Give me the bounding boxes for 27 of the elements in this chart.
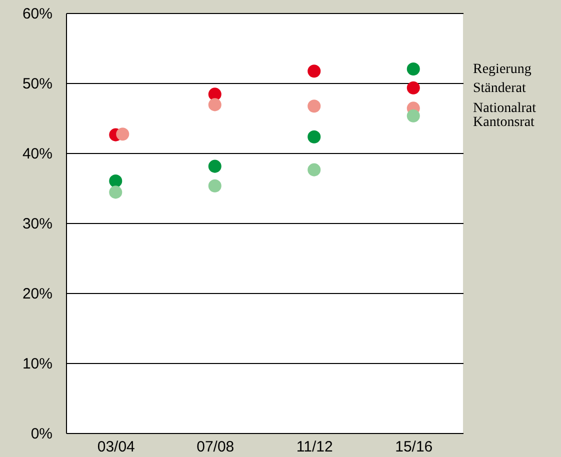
x-tick-label: 07/08	[196, 438, 234, 456]
text: Ständerat	[473, 80, 526, 96]
x-tick-label: 03/04	[97, 438, 135, 456]
point	[406, 109, 420, 122]
y-tick-label: 60%	[22, 6, 52, 22]
point	[208, 160, 222, 173]
y-tick-label: 0%	[30, 426, 52, 442]
point	[109, 186, 122, 199]
x-tick-label: 11/12	[296, 438, 333, 456]
text: Regierung	[473, 62, 532, 77]
y-tick-label: 30%	[22, 216, 52, 232]
point	[308, 100, 321, 113]
x-tick-label: 15/16	[395, 438, 433, 456]
point	[208, 179, 222, 192]
y-tick-label: 50%	[22, 76, 52, 92]
point	[208, 98, 222, 112]
point	[109, 174, 122, 188]
y-tick-label: 40%	[22, 146, 52, 162]
y-tick-label: 20%	[22, 286, 52, 302]
text: Kantonsrat	[473, 115, 535, 130]
point	[406, 62, 420, 76]
text: Nationalrat	[473, 101, 536, 116]
point	[308, 130, 321, 144]
point	[406, 81, 420, 94]
y-tick-label: 10%	[22, 356, 52, 372]
point	[308, 163, 321, 176]
point	[308, 64, 321, 78]
